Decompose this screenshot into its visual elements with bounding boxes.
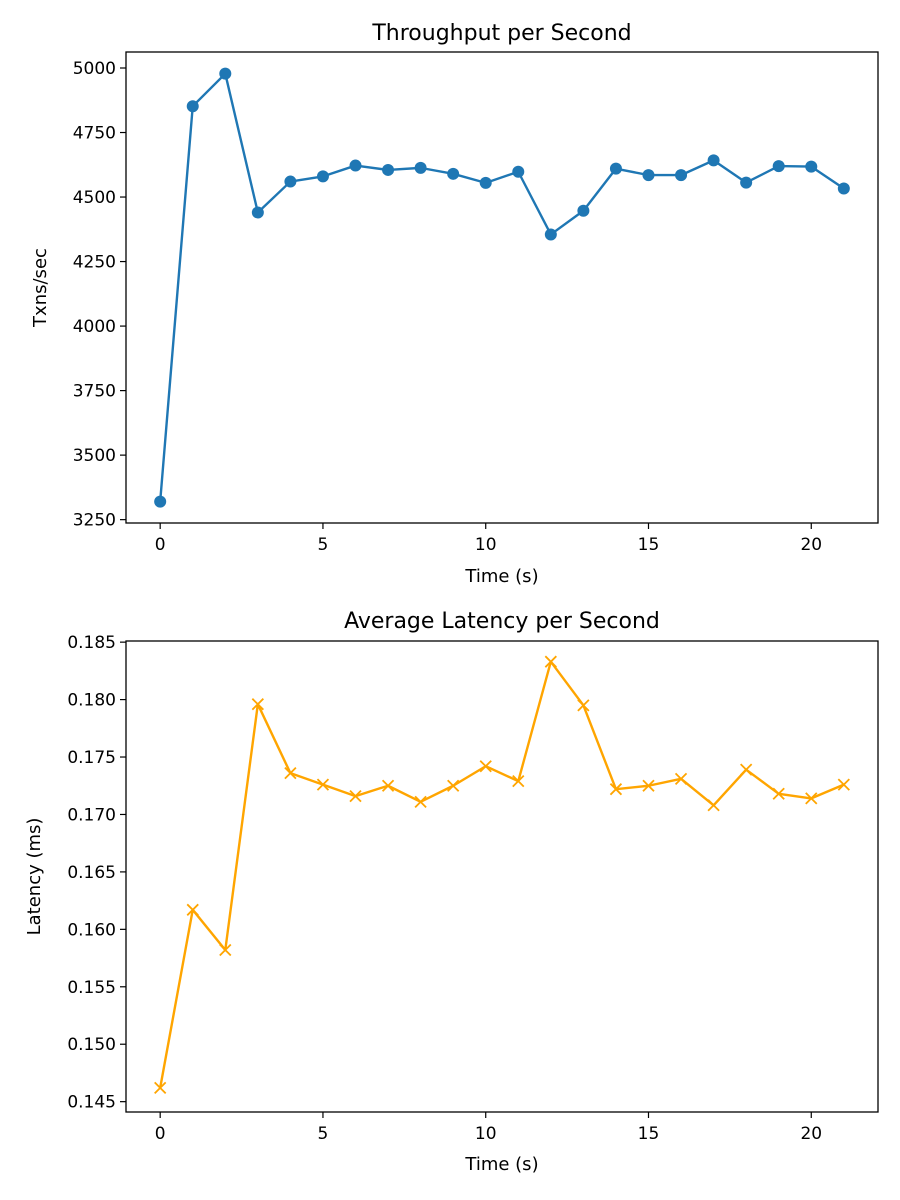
data-point [381, 779, 395, 792]
y-tick-label: 3500 [73, 446, 116, 466]
data-point [316, 170, 329, 183]
y-tick-label: 0.145 [67, 1093, 116, 1113]
data-point [772, 160, 785, 173]
data-point [837, 182, 850, 195]
x-tick-label: 15 [638, 535, 660, 555]
data-point [186, 100, 199, 113]
data-point [154, 1081, 167, 1095]
x-tick-label: 10 [475, 1124, 497, 1144]
data-point [577, 204, 590, 217]
data-point [642, 169, 655, 182]
y-tick-label: 4750 [73, 124, 116, 144]
chart-2: Average Latency per Second Time (s) Latenc… [24, 609, 879, 1175]
data-point [512, 165, 525, 178]
data-point [414, 161, 427, 174]
x-tick-label: 0 [155, 535, 166, 555]
plot-frame [125, 640, 879, 1113]
y-tick-label: 0.175 [67, 748, 116, 768]
y-tick-label: 3250 [73, 511, 116, 531]
data-point [609, 162, 622, 175]
y-axis-label: Txns/sec [30, 248, 51, 328]
data-point [609, 783, 623, 796]
data-point [414, 795, 427, 808]
y-tick-label: 0.150 [67, 1035, 116, 1055]
data-point [544, 228, 557, 241]
x-axis-label: Time (s) [464, 1154, 538, 1175]
data-point [805, 792, 818, 805]
data-point [577, 699, 590, 712]
x-tick-label: 5 [318, 1124, 329, 1144]
series-line [158, 72, 845, 502]
y-tick-label: 0.165 [67, 863, 116, 883]
data-point [512, 775, 525, 788]
data-point [837, 778, 850, 791]
y-tick-label: 0.160 [67, 920, 116, 940]
data-point [479, 176, 492, 189]
series-line [158, 660, 845, 1089]
y-tick-label: 4250 [73, 253, 116, 273]
y-tick-label: 3750 [73, 382, 116, 402]
data-point [316, 778, 330, 791]
data-point [772, 787, 785, 800]
x-axis-label: Time (s) [464, 566, 538, 587]
data-point [740, 176, 753, 189]
data-point [805, 160, 818, 173]
data-point [349, 159, 362, 172]
data-point [349, 789, 362, 803]
data-point [675, 169, 688, 182]
data-point [447, 167, 460, 180]
charts-layer: Throughput per Second Time (s) Txns/sec 0 5 1… [24, 21, 879, 1175]
data-point [707, 154, 720, 167]
chart-1: Throughput per Second Time (s) Txns/sec 0 5 1… [30, 21, 879, 587]
y-tick-label: 5000 [73, 59, 116, 79]
data-point [707, 799, 720, 812]
y-tick-label: 4000 [73, 317, 116, 337]
x-tick-label: 0 [155, 1124, 166, 1144]
data-point [284, 766, 297, 780]
data-point [251, 698, 264, 711]
plot-frame [125, 51, 879, 524]
data-point [642, 779, 655, 792]
data-point [219, 67, 232, 80]
y-tick-label: 0.185 [67, 633, 116, 653]
data-point [284, 175, 297, 188]
data-point [219, 943, 232, 957]
data-point [382, 163, 395, 176]
data-point [154, 495, 167, 508]
y-tick-label: 0.155 [67, 978, 116, 998]
x-tick-label: 5 [318, 535, 329, 555]
data-point [479, 760, 492, 773]
y-tick-label: 0.180 [67, 691, 116, 711]
x-tick-label: 10 [475, 535, 497, 555]
x-tick-label: 20 [800, 535, 822, 555]
chart-title: Throughput per Second [371, 21, 631, 46]
y-tick-label: 0.170 [67, 805, 116, 825]
data-point [674, 772, 688, 785]
chart-title: Average Latency per Second [344, 609, 660, 634]
data-point [186, 903, 199, 916]
data-point [251, 206, 264, 219]
data-point [544, 655, 557, 668]
data-point [447, 779, 460, 792]
y-tick-label: 4500 [73, 188, 116, 208]
y-axis-label: Latency (ms) [24, 818, 45, 936]
x-tick-label: 15 [638, 1124, 660, 1144]
data-point [740, 763, 753, 776]
x-tick-label: 20 [800, 1124, 822, 1144]
